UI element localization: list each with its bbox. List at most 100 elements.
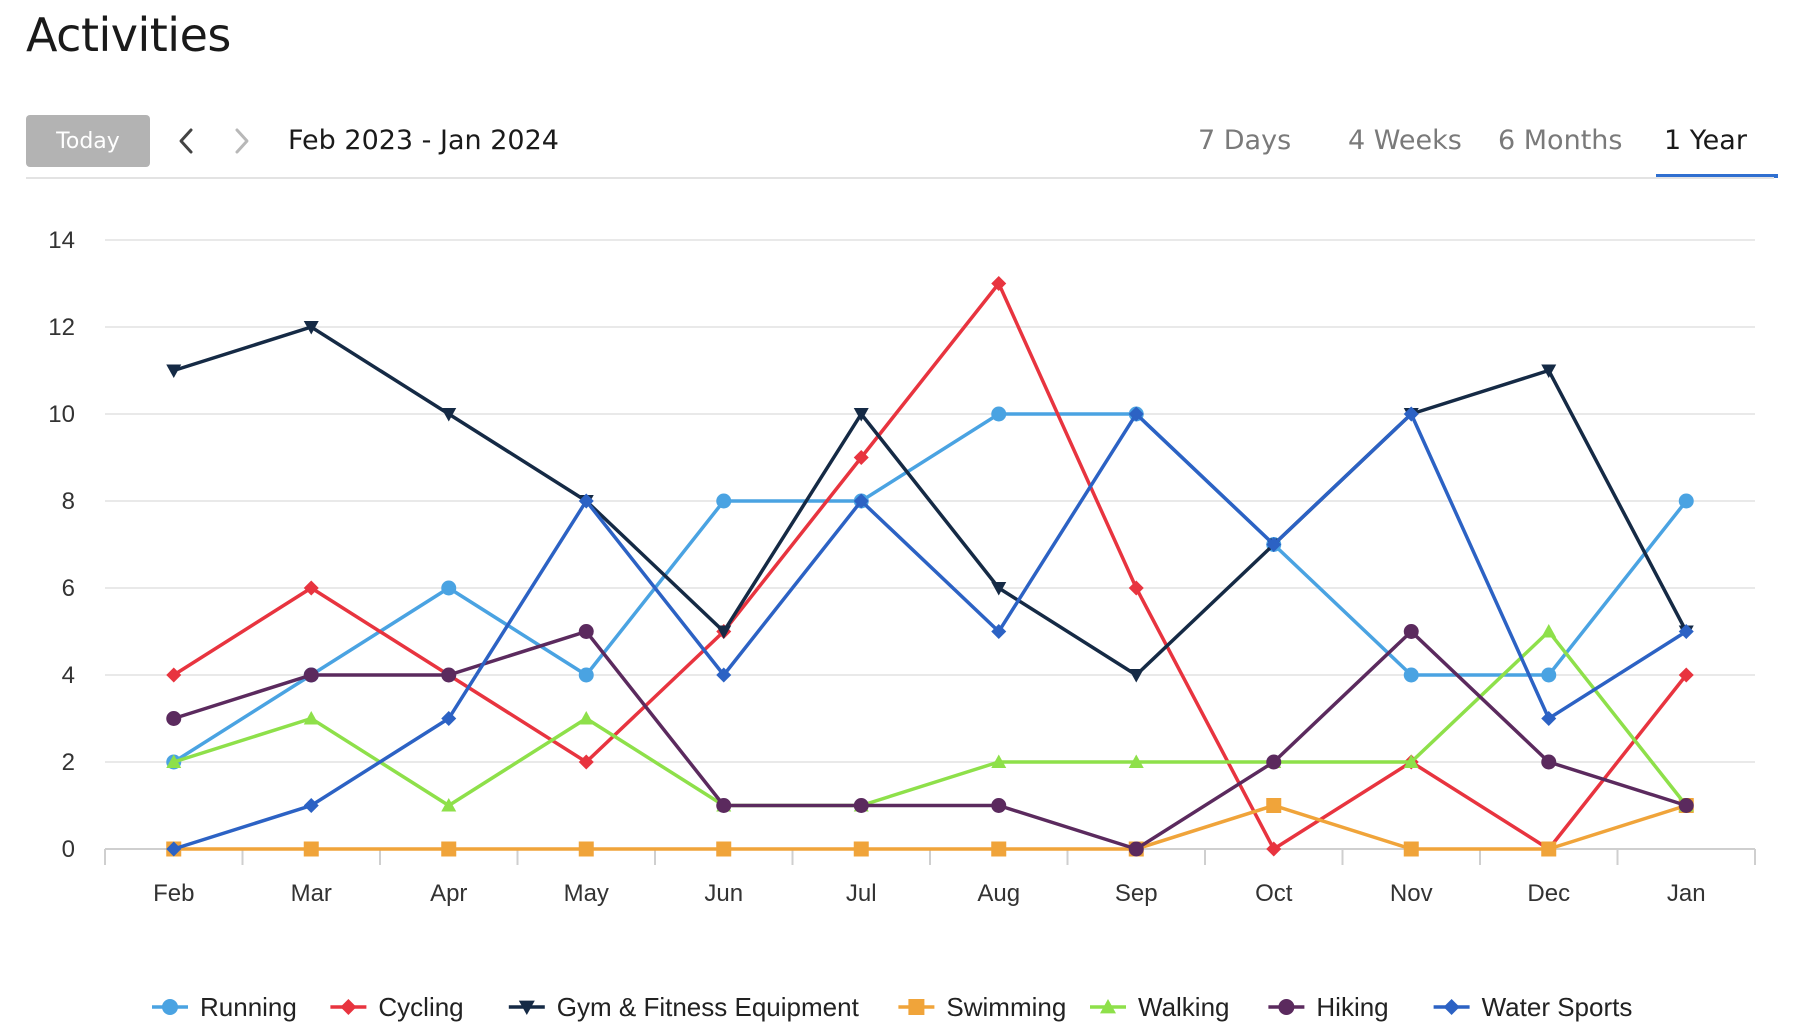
- prev-period-button[interactable]: [166, 115, 206, 167]
- data-point[interactable]: [716, 798, 732, 813]
- data-point[interactable]: [716, 841, 732, 857]
- x-tick-label: Jul: [846, 880, 877, 907]
- data-point[interactable]: [166, 711, 182, 726]
- data-point[interactable]: [578, 667, 594, 683]
- legend-item-water-sports[interactable]: Water Sports: [1433, 992, 1633, 1022]
- data-point[interactable]: [991, 798, 1007, 813]
- data-point[interactable]: [578, 841, 594, 857]
- data-point[interactable]: [1678, 798, 1694, 813]
- data-point[interactable]: [1403, 841, 1419, 857]
- data-point[interactable]: [1266, 798, 1282, 813]
- data-point[interactable]: [578, 624, 594, 639]
- legend-marker: [340, 999, 357, 1015]
- data-point[interactable]: [1541, 667, 1557, 683]
- data-point[interactable]: [441, 580, 457, 596]
- toolbar-divider: [26, 177, 1774, 179]
- data-point[interactable]: [578, 711, 594, 725]
- data-point[interactable]: [1128, 754, 1144, 769]
- data-point[interactable]: [1541, 711, 1557, 726]
- data-point[interactable]: [166, 364, 182, 379]
- data-point[interactable]: [303, 711, 319, 725]
- data-point[interactable]: [991, 624, 1007, 639]
- data-point[interactable]: [1541, 624, 1557, 638]
- y-tick-label: 12: [48, 314, 75, 341]
- legend-label: Swimming: [946, 992, 1066, 1022]
- legend-marker: [1278, 999, 1295, 1015]
- tab-6-months[interactable]: 6 Months: [1498, 125, 1623, 156]
- legend-label: Hiking: [1316, 992, 1388, 1022]
- data-point[interactable]: [303, 841, 319, 857]
- data-point[interactable]: [441, 408, 457, 422]
- data-point[interactable]: [853, 493, 869, 509]
- data-point[interactable]: [1128, 580, 1144, 596]
- legend-label: Gym & Fitness Equipment: [557, 992, 860, 1022]
- data-point[interactable]: [991, 841, 1007, 857]
- data-point[interactable]: [1128, 669, 1144, 683]
- series-line: [172, 280, 1688, 852]
- tab-1-year[interactable]: 1 Year: [1664, 125, 1747, 156]
- data-point[interactable]: [1403, 754, 1419, 769]
- data-point[interactable]: [991, 406, 1007, 422]
- data-point[interactable]: [1403, 667, 1419, 683]
- data-point[interactable]: [1403, 406, 1419, 422]
- data-point[interactable]: [1541, 754, 1557, 770]
- legend-item-swimming[interactable]: Swimming: [898, 992, 1066, 1022]
- x-tick-label: Sep: [1115, 880, 1158, 907]
- x-tick-label: May: [564, 880, 609, 907]
- x-tick-label: Feb: [153, 880, 194, 907]
- data-point[interactable]: [441, 798, 457, 812]
- data-point[interactable]: [1128, 841, 1144, 857]
- data-point[interactable]: [716, 493, 732, 509]
- next-period-button[interactable]: [222, 115, 262, 167]
- legend-item-gym-fitness-equipment[interactable]: Gym & Fitness Equipment: [508, 992, 860, 1022]
- series-water-sports: [166, 406, 1694, 857]
- data-point[interactable]: [303, 798, 319, 813]
- data-point[interactable]: [991, 582, 1007, 596]
- data-point[interactable]: [166, 841, 182, 857]
- data-point[interactable]: [1678, 667, 1694, 683]
- data-point[interactable]: [1403, 624, 1419, 639]
- data-point[interactable]: [441, 841, 457, 857]
- data-point[interactable]: [1678, 493, 1694, 509]
- toolbar: Today Feb 2023 - Jan 2024 7 Days 4 Weeks…: [26, 115, 1778, 179]
- data-point[interactable]: [716, 625, 732, 640]
- data-point[interactable]: [716, 667, 732, 683]
- data-point[interactable]: [441, 667, 457, 683]
- data-point[interactable]: [991, 754, 1007, 769]
- data-point[interactable]: [1266, 841, 1282, 857]
- data-point[interactable]: [853, 450, 869, 465]
- today-button[interactable]: Today: [26, 115, 150, 167]
- data-point[interactable]: [303, 321, 319, 335]
- data-point[interactable]: [1266, 754, 1282, 770]
- data-point[interactable]: [853, 841, 869, 857]
- data-point[interactable]: [1266, 537, 1282, 552]
- data-point[interactable]: [578, 493, 594, 509]
- date-range-label: Feb 2023 - Jan 2024: [288, 125, 559, 156]
- x-tick-label: Nov: [1390, 880, 1433, 907]
- x-tick-label: Jan: [1667, 880, 1706, 907]
- data-point[interactable]: [578, 754, 594, 770]
- x-tick-label: Mar: [291, 880, 332, 907]
- data-point[interactable]: [1128, 406, 1144, 422]
- data-point[interactable]: [166, 754, 182, 769]
- data-point[interactable]: [853, 408, 869, 422]
- legend-item-cycling[interactable]: Cycling: [330, 992, 464, 1022]
- data-point[interactable]: [303, 667, 319, 683]
- tab-7-days[interactable]: 7 Days: [1198, 125, 1292, 156]
- legend-item-hiking[interactable]: Hiking: [1268, 992, 1389, 1022]
- data-point[interactable]: [1678, 624, 1694, 639]
- data-point[interactable]: [853, 798, 869, 813]
- data-point[interactable]: [1541, 841, 1557, 857]
- series-line: [173, 628, 1688, 808]
- data-point[interactable]: [166, 667, 182, 683]
- data-point[interactable]: [303, 580, 319, 596]
- legend-item-running[interactable]: Running: [152, 992, 297, 1022]
- legend-item-walking[interactable]: Walking: [1090, 992, 1230, 1022]
- series-walking: [166, 624, 1694, 812]
- data-point[interactable]: [441, 711, 457, 726]
- data-point[interactable]: [1541, 364, 1557, 379]
- y-tick-label: 10: [48, 401, 75, 428]
- data-point[interactable]: [991, 276, 1007, 291]
- series-line: [173, 325, 1688, 678]
- tab-4-weeks[interactable]: 4 Weeks: [1348, 125, 1462, 156]
